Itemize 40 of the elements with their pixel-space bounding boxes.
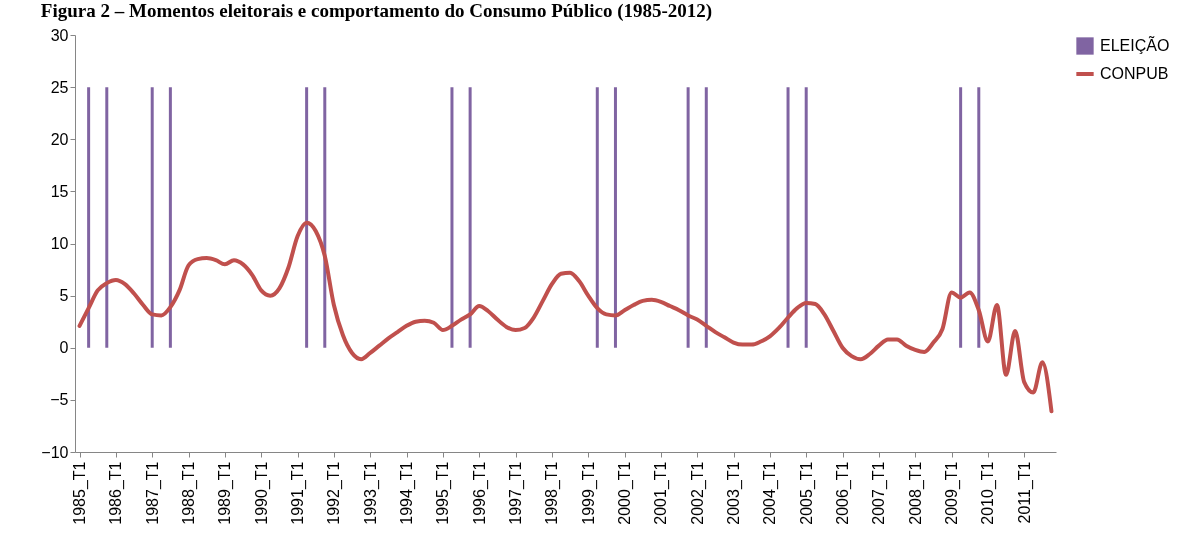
x-tick-label: 1989_T1 xyxy=(216,461,235,525)
x-tick-label: 1992_T1 xyxy=(325,461,344,525)
x-tick-label: 2005_T1 xyxy=(797,461,816,525)
x-tick-label: 2000_T1 xyxy=(616,461,635,525)
x-tick-label: 1985_T1 xyxy=(71,461,90,525)
y-tick-label: −5 xyxy=(50,391,69,409)
x-tick-label: 2009_T1 xyxy=(943,461,962,525)
x-tick-label: 2008_T1 xyxy=(906,461,925,525)
x-tick-label: 1994_T1 xyxy=(398,461,417,525)
x-tick-label: 1987_T1 xyxy=(143,461,162,525)
line-series xyxy=(77,220,1054,414)
chart-title: Figura 2 – Momentos eleitorais e comportamento do Consumo Público (1985-2012) xyxy=(40,0,713,22)
x-tick-label: 2002_T1 xyxy=(688,461,707,525)
x-tick-label: 1996_T1 xyxy=(470,461,489,525)
x-tick-label: 2004_T1 xyxy=(761,461,780,525)
x-tick-label: 2007_T1 xyxy=(870,461,889,525)
x-tick-label: 1993_T1 xyxy=(361,461,380,525)
x-tick-label: 1990_T1 xyxy=(252,461,271,525)
legend-label: ELEIÇÃO xyxy=(1100,35,1170,54)
y-tick-label: −10 xyxy=(41,443,69,461)
legend-label: CONPUB xyxy=(1100,65,1169,82)
x-tick-label: 2011_T1 xyxy=(1015,461,1034,524)
x-tick-label: 1988_T1 xyxy=(180,461,199,525)
x-tick-label: 1991_T1 xyxy=(289,461,308,525)
x-tick-label: 1995_T1 xyxy=(434,461,453,525)
x-tick-label: 2010_T1 xyxy=(979,461,998,525)
x-tick-label: 1998_T1 xyxy=(543,461,562,525)
y-tick-label: 5 xyxy=(59,287,69,305)
x-tick-label: 1997_T1 xyxy=(507,461,526,525)
y-tick-label: 15 xyxy=(50,182,69,200)
y-tick-label: 0 xyxy=(59,339,69,357)
x-tick-label: 2001_T1 xyxy=(652,461,671,525)
x-tick-label: 1986_T1 xyxy=(107,461,126,525)
x-tick-label: 2003_T1 xyxy=(725,461,744,525)
y-tick-label: 30 xyxy=(50,26,69,44)
y-tick-label: 20 xyxy=(50,130,69,148)
x-tick-label: 2006_T1 xyxy=(834,461,853,525)
y-tick-label: 25 xyxy=(50,78,69,96)
x-tick-label: 1999_T1 xyxy=(579,461,598,525)
y-tick-label: 10 xyxy=(50,235,69,252)
